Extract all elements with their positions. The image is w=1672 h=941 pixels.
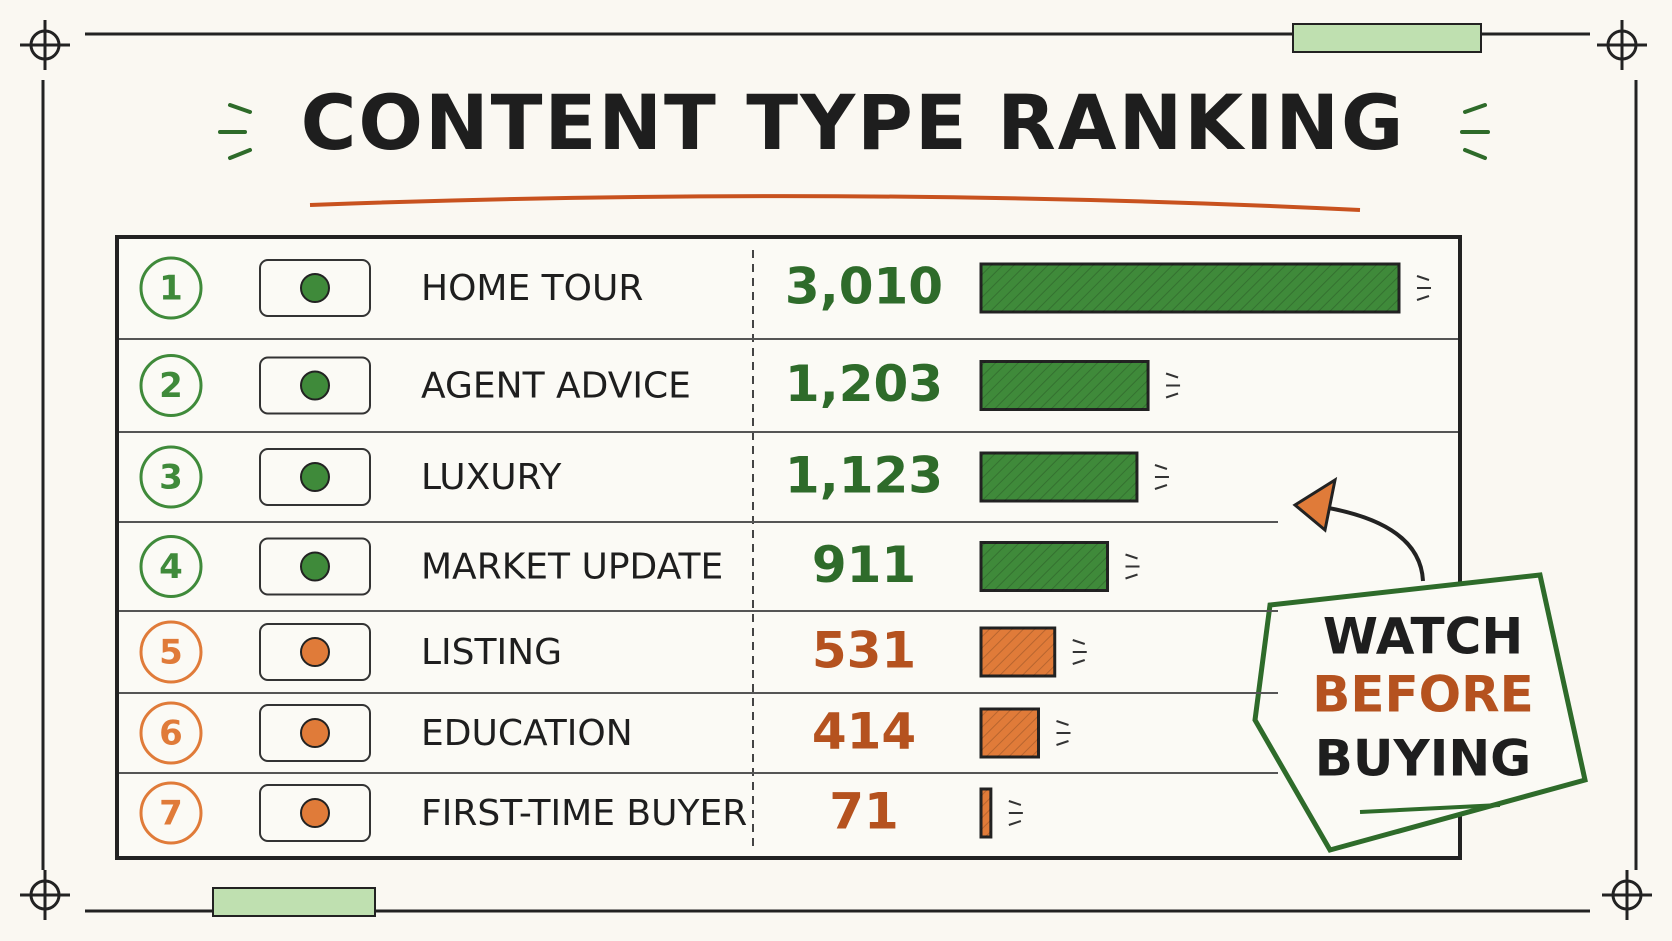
tape — [212, 887, 376, 917]
chart-title: CONTENT TYPE RANKING — [301, 78, 1406, 167]
rank-circle — [139, 445, 203, 509]
annotation: WATCH — [1323, 608, 1523, 666]
rank-circle — [139, 354, 203, 417]
category-label: MARKET UPDATE — [421, 547, 723, 588]
rank: 3 — [159, 458, 183, 498]
bar-accent — [1056, 720, 1071, 746]
rank-circle — [139, 781, 203, 845]
bar-hatch — [981, 361, 1149, 410]
tape — [1292, 23, 1482, 53]
icon — [259, 704, 371, 762]
rank: 2 — [159, 366, 183, 406]
icon — [259, 784, 371, 842]
icon-accent — [300, 551, 330, 582]
icon — [259, 356, 371, 415]
bar-accent — [1154, 464, 1169, 490]
category-label: HOME TOUR — [421, 268, 643, 309]
arrow — [1309, 503, 1425, 582]
icon-accent — [300, 370, 330, 401]
icon-accent — [300, 637, 330, 667]
annotation-underline — [1359, 803, 1501, 814]
rank: 4 — [159, 547, 183, 587]
accents — [218, 103, 1490, 160]
bar-hatch — [981, 789, 991, 837]
rank-circle — [139, 620, 203, 684]
category-label: EDUCATION — [421, 713, 633, 754]
category-label: AGENT ADVICE — [421, 366, 691, 407]
bar-accent — [1008, 800, 1023, 826]
category-label: LISTING — [421, 632, 562, 673]
icon — [259, 259, 371, 317]
icon-accent — [300, 273, 330, 303]
bar-accent — [1165, 372, 1181, 399]
icon — [259, 623, 371, 681]
icon — [259, 448, 371, 506]
bar-accent — [1072, 639, 1087, 665]
bar-accent — [1125, 553, 1140, 580]
bar-hatch — [981, 542, 1108, 591]
value-label: 1,203 — [785, 355, 943, 413]
bar-hatch — [981, 628, 1055, 676]
value-label: 911 — [812, 536, 916, 594]
rank-circle — [139, 701, 203, 765]
bar-hatch — [981, 264, 1399, 312]
arrow-head — [1292, 476, 1338, 533]
icon-accent — [300, 718, 330, 748]
icon-accent — [300, 798, 330, 828]
callout-box — [1252, 572, 1588, 853]
bar-hatch — [981, 709, 1039, 757]
annotation: BEFORE — [1312, 666, 1534, 724]
category-label: FIRST-TIME BUYER — [421, 793, 747, 834]
table-box — [115, 235, 1462, 860]
rank-circle — [139, 535, 203, 598]
value-label: 71 — [829, 783, 899, 841]
bar-hatch — [981, 453, 1137, 501]
annotation: BUYING — [1315, 730, 1531, 788]
bar-accent — [1416, 275, 1431, 301]
rank: 6 — [159, 714, 183, 754]
rank: 1 — [159, 269, 183, 309]
rank-circle — [139, 256, 203, 320]
rank: 5 — [159, 633, 183, 673]
title-underline — [309, 194, 1361, 212]
icon-accent — [300, 462, 330, 492]
category-label: LUXURY — [421, 457, 562, 498]
value-label: 1,123 — [785, 447, 943, 505]
icon — [259, 537, 371, 596]
rank: 7 — [159, 794, 183, 834]
value-label: 414 — [812, 703, 916, 761]
value-label: 3,010 — [785, 258, 943, 316]
value-label: 531 — [812, 622, 916, 680]
